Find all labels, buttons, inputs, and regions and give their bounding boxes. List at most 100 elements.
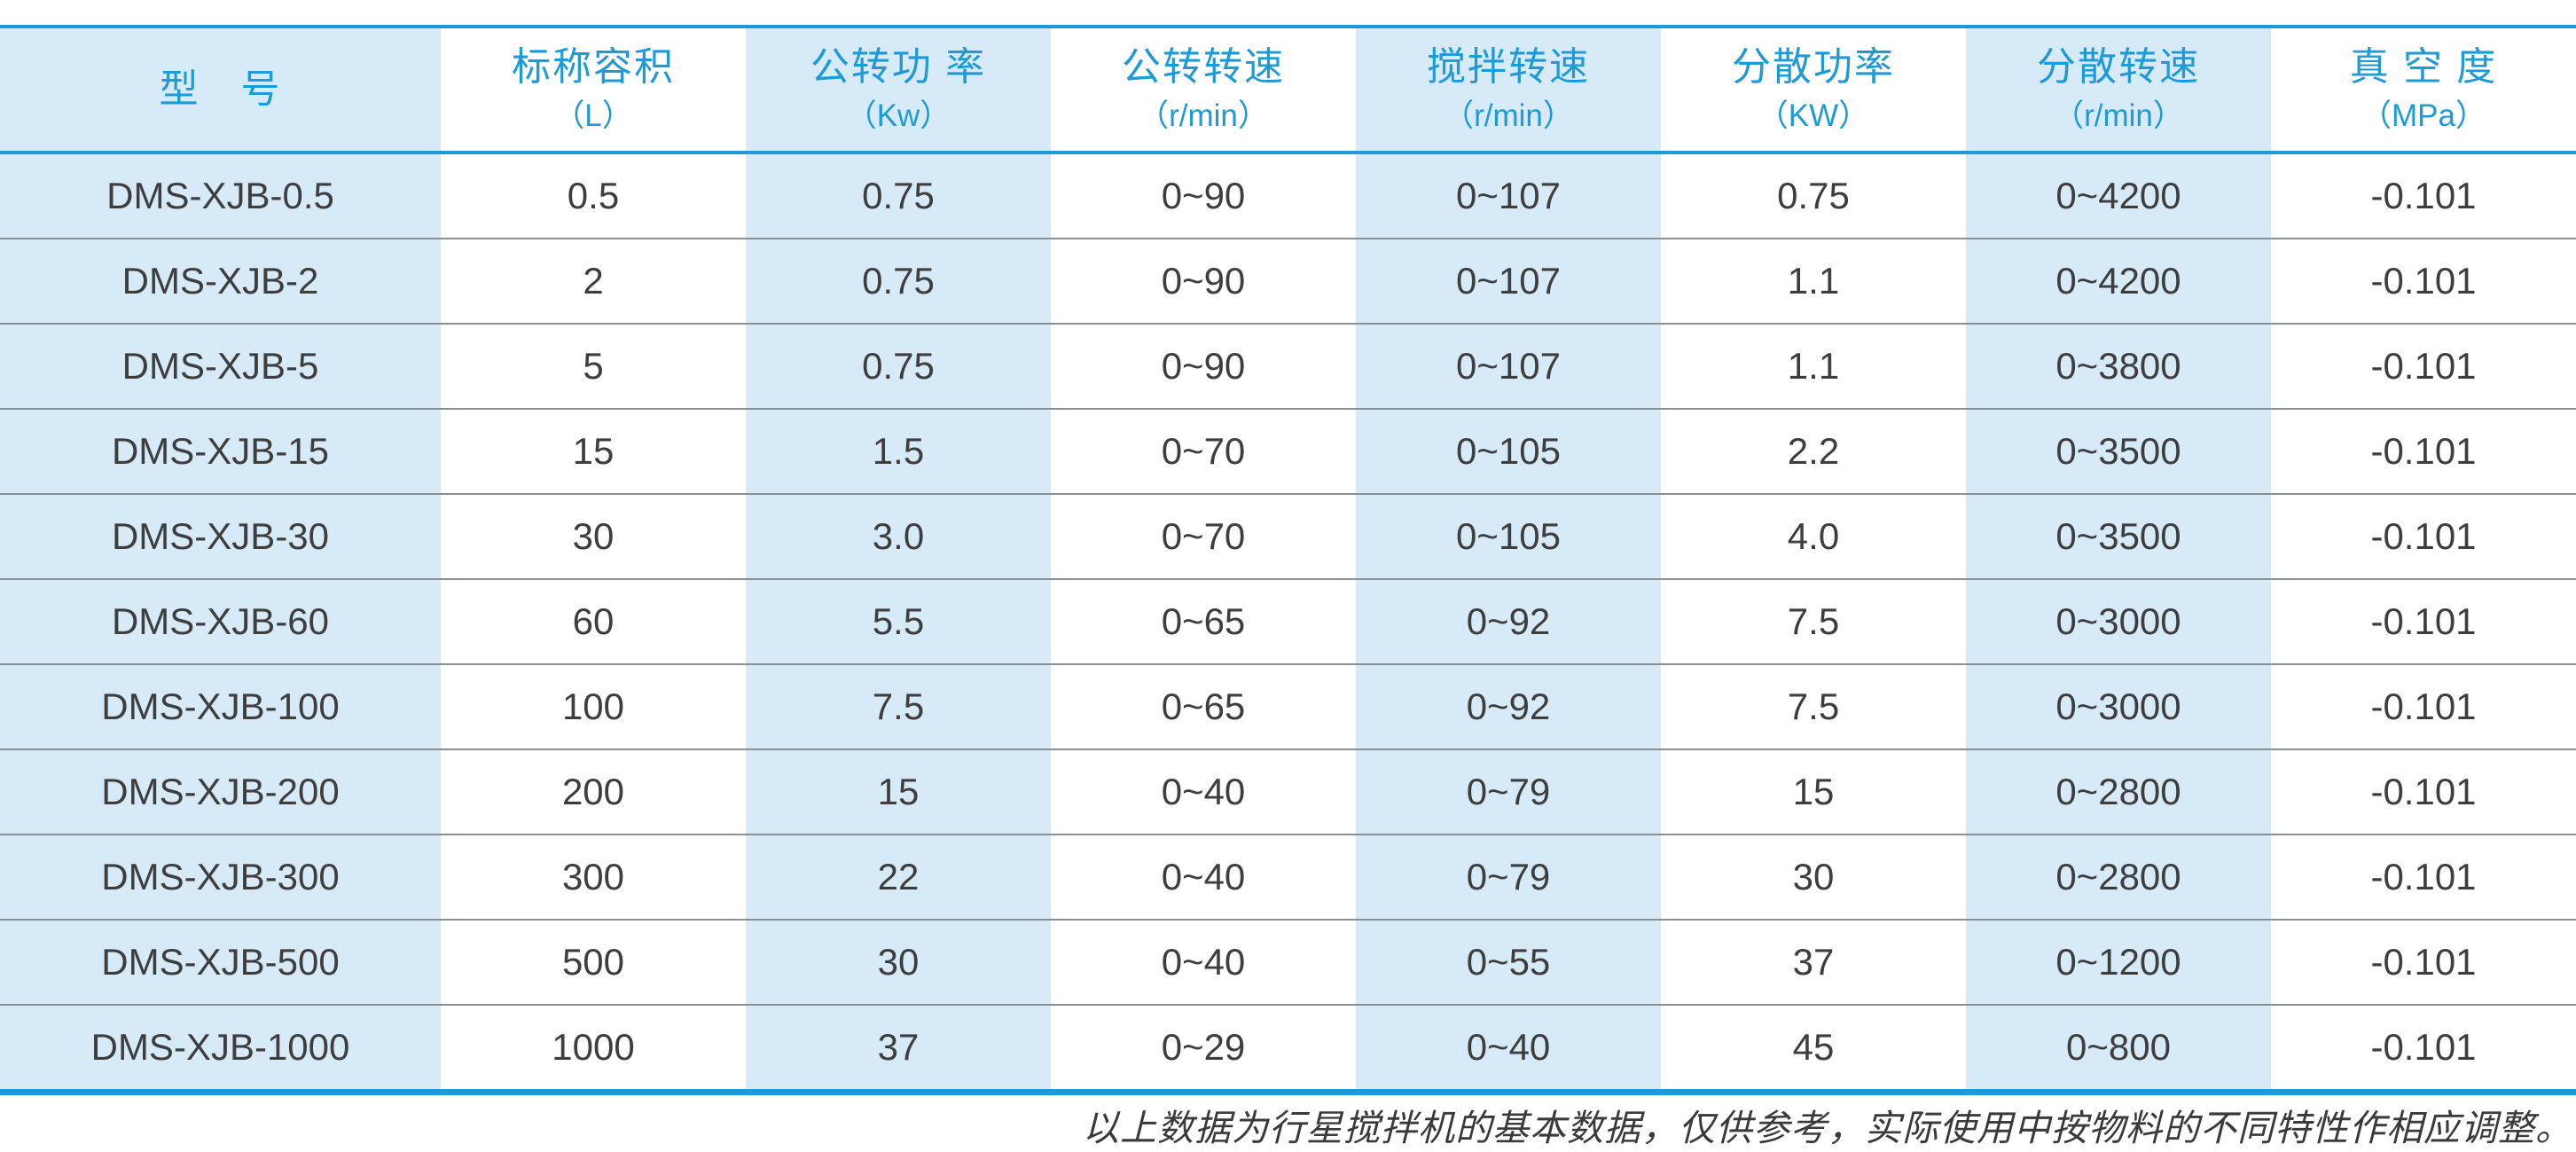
value-cell: 0~79	[1356, 835, 1661, 921]
value-cell: 37	[746, 1005, 1051, 1093]
value-cell: 300	[441, 835, 746, 921]
value-cell: 0~90	[1051, 153, 1356, 239]
column-unit: （Kw）	[845, 98, 951, 133]
value-cell: 15	[746, 749, 1051, 835]
value-cell: 0~800	[1966, 1005, 2271, 1093]
value-cell: 0~92	[1356, 579, 1661, 665]
value-cell: 0.75	[746, 324, 1051, 410]
value-cell: -0.101	[2271, 153, 2576, 239]
value-cell: 0~90	[1051, 324, 1356, 410]
value-cell: 0~1200	[1966, 920, 2271, 1006]
column-title: 型 号	[159, 67, 282, 111]
value-cell: 0~3000	[1966, 579, 2271, 665]
value-cell: 0~105	[1356, 494, 1661, 580]
model-cell: DMS-XJB-2	[0, 239, 441, 325]
value-cell: 0.5	[441, 153, 746, 239]
model-cell: DMS-XJB-100	[0, 664, 441, 750]
value-cell: 15	[1661, 749, 1966, 835]
value-cell: 45	[1661, 1005, 1966, 1093]
model-cell: DMS-XJB-0.5	[0, 153, 441, 239]
column-header: 型 号	[0, 27, 441, 154]
value-cell: -0.101	[2271, 494, 2576, 580]
value-cell: 0~65	[1051, 664, 1356, 750]
value-cell: 0~105	[1356, 409, 1661, 495]
value-cell: -0.101	[2271, 239, 2576, 325]
model-cell: DMS-XJB-30	[0, 494, 441, 580]
value-cell: 22	[746, 835, 1051, 921]
value-cell: 0~92	[1356, 664, 1661, 750]
value-cell: 5.5	[746, 579, 1051, 665]
value-cell: -0.101	[2271, 749, 2576, 835]
column-header: 标称容积 （L）	[441, 27, 746, 154]
column-unit: （L）	[553, 98, 633, 133]
value-cell: -0.101	[2271, 324, 2576, 410]
value-cell: -0.101	[2271, 409, 2576, 495]
column-title: 公转功 率	[810, 45, 987, 89]
table-row: DMS-XJB-5 5 0.75 0~90 0~107 1.1 0~3800 -0.101	[0, 324, 2576, 410]
value-cell: -0.101	[2271, 920, 2576, 1006]
value-cell: 0.75	[1661, 153, 1966, 239]
value-cell: 5	[441, 324, 746, 410]
column-title: 真 空 度	[2349, 45, 2498, 89]
table-row: DMS-XJB-200 200 15 0~40 0~79 15 0~2800 -0.101	[0, 749, 2576, 835]
value-cell: 0~65	[1051, 579, 1356, 665]
table-row: DMS-XJB-30 30 3.0 0~70 0~105 4.0 0~3500 -0.101	[0, 494, 2576, 580]
model-cell: DMS-XJB-300	[0, 835, 441, 921]
value-cell: 0~40	[1051, 835, 1356, 921]
value-cell: 3.0	[746, 494, 1051, 580]
value-cell: 30	[746, 920, 1051, 1006]
table-row: DMS-XJB-1000 1000 37 0~29 0~40 45 0~800 -0.101	[0, 1005, 2576, 1093]
model-cell: DMS-XJB-200	[0, 749, 441, 835]
column-title: 搅拌转速	[1427, 45, 1590, 89]
value-cell: 7.5	[746, 664, 1051, 750]
value-cell: 0~3000	[1966, 664, 2271, 750]
value-cell: 0~107	[1356, 324, 1661, 410]
value-cell: 7.5	[1661, 664, 1966, 750]
value-cell: 200	[441, 749, 746, 835]
column-title: 标称容积	[512, 45, 675, 89]
table-row: DMS-XJB-60 60 5.5 0~65 0~92 7.5 0~3000 -0.101	[0, 579, 2576, 665]
value-cell: 1.1	[1661, 239, 1966, 325]
value-cell: -0.101	[2271, 835, 2576, 921]
value-cell: 0~79	[1356, 749, 1661, 835]
column-title: 公转转速	[1122, 45, 1285, 89]
value-cell: 60	[441, 579, 746, 665]
value-cell: 1000	[441, 1005, 746, 1093]
value-cell: 0~2800	[1966, 835, 2271, 921]
column-unit: （r/min）	[2053, 98, 2184, 133]
table-row: DMS-XJB-0.5 0.5 0.75 0~90 0~107 0.75 0~4200 -0.…	[0, 153, 2576, 239]
value-cell: 0~4200	[1966, 239, 2271, 325]
column-title: 分散转速	[2037, 45, 2200, 89]
column-unit: （r/min）	[1443, 98, 1574, 133]
value-cell: 0~107	[1356, 153, 1661, 239]
value-cell: 0~107	[1356, 239, 1661, 325]
value-cell: 0~40	[1051, 920, 1356, 1006]
value-cell: 15	[441, 409, 746, 495]
value-cell: 2.2	[1661, 409, 1966, 495]
planetary-mixer-spec-table: 型 号 标称容积 （L） 公转功 率 （Kw） 公转转速 （r/min） 搅拌转速 （r/min…	[0, 25, 2576, 1095]
value-cell: 0~70	[1051, 494, 1356, 580]
table-body: DMS-XJB-0.5 0.5 0.75 0~90 0~107 0.75 0~4200 -0.…	[0, 153, 2576, 1093]
value-cell: 0~40	[1051, 749, 1356, 835]
column-unit: （MPa）	[2361, 98, 2486, 133]
value-cell: -0.101	[2271, 1005, 2576, 1093]
footnote-text: 以上数据为行星搅拌机的基本数据，仅供参考，实际使用中按物料的不同特性作相应调整。	[1083, 1108, 2572, 1148]
value-cell: 0~29	[1051, 1005, 1356, 1093]
table-row: DMS-XJB-100 100 7.5 0~65 0~92 7.5 0~3000 -0.101	[0, 664, 2576, 750]
column-header: 搅拌转速 （r/min）	[1356, 27, 1661, 154]
table-header-row: 型 号 标称容积 （L） 公转功 率 （Kw） 公转转速 （r/min） 搅拌转速 （r/min…	[0, 27, 2576, 154]
value-cell: 0~2800	[1966, 749, 2271, 835]
value-cell: -0.101	[2271, 664, 2576, 750]
model-cell: DMS-XJB-5	[0, 324, 441, 410]
value-cell: 0.75	[746, 239, 1051, 325]
model-cell: DMS-XJB-60	[0, 579, 441, 665]
value-cell: 500	[441, 920, 746, 1006]
value-cell: 37	[1661, 920, 1966, 1006]
table-row: DMS-XJB-500 500 30 0~40 0~55 37 0~1200 -0.101	[0, 920, 2576, 1006]
value-cell: 7.5	[1661, 579, 1966, 665]
model-cell: DMS-XJB-1000	[0, 1005, 441, 1093]
column-unit: （KW）	[1757, 98, 1870, 133]
column-header: 公转转速 （r/min）	[1051, 27, 1356, 154]
value-cell: 0~90	[1051, 239, 1356, 325]
